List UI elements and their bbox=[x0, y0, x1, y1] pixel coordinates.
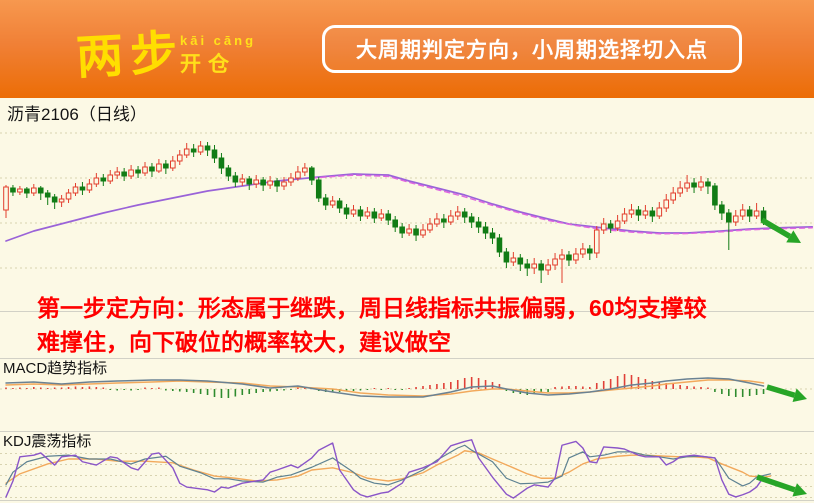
chart-title: 沥青2106（日线） bbox=[7, 105, 147, 124]
brand-logo-subtext: 开仓 bbox=[180, 53, 236, 76]
annotation-line1: 第一步定方向：形态属于继跌，周日线指标共振偏弱，60均支撑较 bbox=[37, 295, 707, 321]
slogan-banner: 大周期判定方向，小周期选择切入点 bbox=[322, 25, 742, 73]
macd-panel-label: MACD趋势指标 bbox=[3, 360, 108, 377]
annotation-line2: 难撑住，向下破位的概率较大，建议做空 bbox=[37, 329, 451, 355]
header-banner: 两步 kāi cāng 开仓 大周期判定方向，小周期选择切入点 bbox=[0, 0, 814, 98]
brand-logo-pinyin: kāi cāng bbox=[180, 33, 257, 48]
slogan-text: 大周期判定方向，小周期选择切入点 bbox=[356, 39, 708, 62]
brand-logo-subblock: kāi cāng 开仓 bbox=[180, 33, 256, 78]
kdj-panel-label: KDJ震荡指标 bbox=[3, 433, 92, 450]
brand-logo-text: 两步 bbox=[74, 25, 186, 84]
analysis-annotation: 第一步定方向：形态属于继跌，周日线指标共振偏弱，60均支撑较 难撑住，向下破位的… bbox=[37, 291, 707, 359]
